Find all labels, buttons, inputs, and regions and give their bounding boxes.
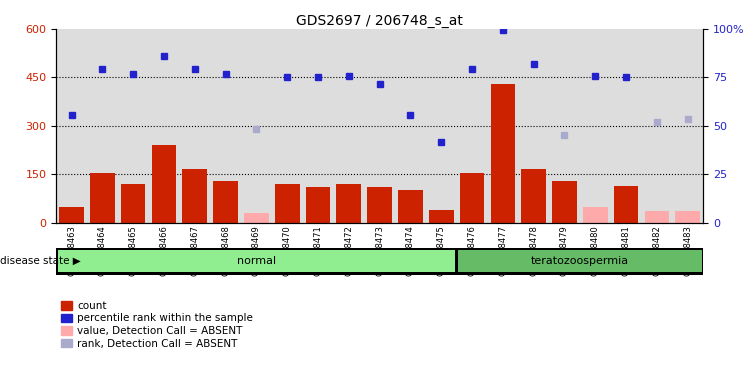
Bar: [642, 29, 672, 223]
Legend: count, percentile rank within the sample, value, Detection Call = ABSENT, rank, : count, percentile rank within the sample…: [61, 301, 253, 349]
Bar: [398, 190, 423, 223]
Bar: [429, 210, 453, 223]
Bar: [183, 169, 207, 223]
Text: normal: normal: [237, 256, 276, 266]
Bar: [87, 29, 117, 223]
Bar: [395, 29, 426, 223]
Bar: [521, 169, 546, 223]
Bar: [456, 29, 488, 223]
Bar: [244, 213, 269, 223]
Bar: [337, 184, 361, 223]
Bar: [120, 184, 145, 223]
Bar: [275, 184, 299, 223]
Bar: [672, 29, 703, 223]
Bar: [459, 250, 702, 272]
Bar: [59, 207, 84, 223]
Bar: [364, 29, 395, 223]
Bar: [580, 29, 610, 223]
Bar: [491, 84, 515, 223]
Bar: [241, 29, 272, 223]
Bar: [306, 187, 331, 223]
Bar: [180, 29, 210, 223]
Bar: [149, 29, 180, 223]
Bar: [334, 29, 364, 223]
Bar: [675, 212, 700, 223]
Bar: [614, 185, 638, 223]
Bar: [610, 29, 642, 223]
Bar: [210, 29, 241, 223]
Bar: [117, 29, 149, 223]
Text: disease state ▶: disease state ▶: [0, 256, 81, 266]
Bar: [90, 173, 114, 223]
Bar: [272, 29, 303, 223]
Bar: [152, 145, 177, 223]
Bar: [518, 29, 549, 223]
Bar: [583, 207, 607, 223]
Bar: [213, 181, 238, 223]
Bar: [58, 250, 455, 272]
Bar: [426, 29, 456, 223]
Bar: [488, 29, 518, 223]
Bar: [367, 187, 392, 223]
Bar: [552, 181, 577, 223]
Bar: [56, 29, 87, 223]
Bar: [303, 29, 334, 223]
Bar: [549, 29, 580, 223]
Text: teratozoospermia: teratozoospermia: [531, 256, 629, 266]
Title: GDS2697 / 206748_s_at: GDS2697 / 206748_s_at: [296, 14, 463, 28]
Bar: [460, 173, 485, 223]
Bar: [645, 212, 669, 223]
